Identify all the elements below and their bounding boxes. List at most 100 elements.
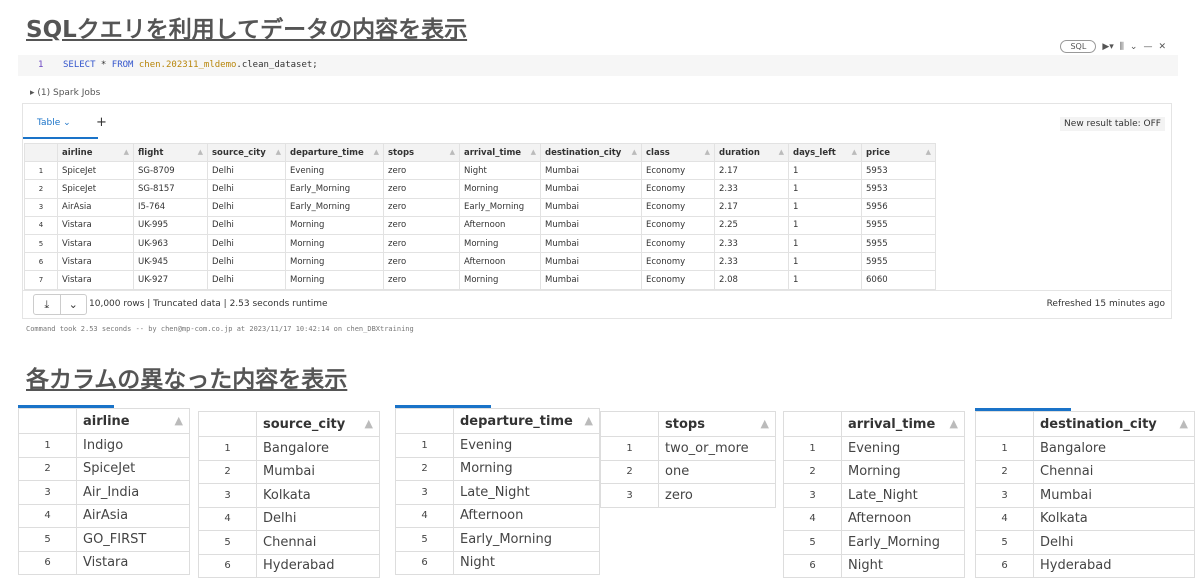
chevron-down-icon[interactable]: ⌄ (63, 118, 71, 128)
column-header[interactable]: days_left ▲ (788, 142, 862, 163)
download-button-group[interactable]: ⤓ ⌄ (33, 294, 87, 315)
table-row: 2 Mumbai (198, 459, 380, 484)
sort-icon[interactable]: ▲ (449, 147, 455, 156)
table-cell: Afternoon (841, 506, 965, 531)
row-number-header (395, 408, 454, 434)
table-cell: Early_Morning (285, 179, 384, 199)
row-number: 1 (600, 436, 659, 461)
chevron-down-icon[interactable]: ⌄ (1129, 41, 1138, 52)
column-name: arrival_time (464, 147, 522, 158)
sql-cell[interactable]: 1 SELECT * FROM chen.202311_mldemo.clean… (18, 55, 1178, 76)
table-row: 1 Evening (783, 436, 965, 461)
column-header[interactable]: class ▲ (641, 142, 715, 163)
column-header[interactable]: source_city ▲ (207, 142, 286, 163)
column-header[interactable]: duration ▲ (714, 142, 789, 163)
column-name: days_left (793, 147, 836, 158)
sort-icon[interactable]: ▲ (925, 147, 931, 156)
row-number: 3 (395, 480, 454, 505)
table-cell: Hyderabad (1033, 553, 1195, 578)
column-header[interactable]: flight ▲ (133, 142, 208, 163)
table-row: 5 GO_FIRST (18, 527, 190, 552)
table-cell: 2.08 (714, 270, 789, 290)
result-status: 10,000 rows | Truncated data | 2.53 seco… (89, 299, 328, 309)
table-cell: Delhi (207, 161, 286, 181)
column-header[interactable]: source_city ▲ (256, 411, 380, 437)
row-number: 1 (18, 433, 77, 458)
table-cell: Morning (285, 233, 384, 254)
column-header[interactable]: destination_city ▲ (540, 142, 642, 163)
sort-icon[interactable]: ▲ (197, 147, 203, 156)
table-cell: 2.33 (714, 179, 789, 199)
sort-icon[interactable]: ▲ (1179, 416, 1188, 430)
table-row: 6 Hyderabad (975, 553, 1195, 578)
table-cell: Morning (453, 456, 600, 481)
tab-table[interactable]: Table ⌄ (37, 118, 71, 128)
table-cell: one (658, 459, 776, 484)
download-icon[interactable]: ⤓ (34, 295, 61, 314)
spark-jobs-toggle[interactable]: ▸ (1) Spark Jobs (30, 88, 101, 98)
table-cell: zero (383, 197, 460, 217)
table-row: 4 AirAsia (18, 503, 190, 528)
table-cell: Night (453, 550, 600, 575)
table-cell: 1 (788, 179, 862, 199)
row-number: 6 (24, 252, 58, 272)
column-header[interactable]: airline ▲ (57, 142, 134, 163)
table-cell: 1 (788, 233, 862, 254)
row-number: 1 (198, 436, 257, 461)
row-number: 3 (975, 483, 1034, 508)
table-row: 7 Vistara UK-927 Delhi Morning zero Morning Mum… (24, 270, 936, 290)
row-number: 4 (783, 506, 842, 531)
table-cell: 1 (788, 161, 862, 181)
row-number: 2 (600, 459, 659, 484)
language-badge[interactable]: SQL (1060, 40, 1097, 53)
minimize-icon[interactable]: — (1143, 41, 1153, 52)
table-row: 3 Late_Night (783, 483, 965, 508)
column-header[interactable]: destination_city ▲ (1033, 411, 1195, 437)
table-cell: Mumbai (540, 233, 642, 254)
add-tab-button[interactable]: + (96, 115, 107, 130)
sort-icon[interactable]: ▲ (373, 147, 379, 156)
sort-icon[interactable]: ▲ (530, 147, 536, 156)
row-number: 2 (24, 179, 58, 199)
column-header[interactable]: stops ▲ (383, 142, 460, 163)
close-icon[interactable]: ✕ (1158, 41, 1166, 52)
table-cell: Morning (285, 252, 384, 272)
table-cell: Economy (641, 179, 715, 199)
table-cell: Late_Night (453, 480, 600, 505)
column-header[interactable]: departure_time ▲ (285, 142, 384, 163)
row-number: 5 (198, 530, 257, 555)
chevron-down-icon[interactable]: ⌄ (68, 298, 78, 311)
sort-icon[interactable]: ▲ (778, 147, 784, 156)
column-header[interactable]: arrival_time ▲ (841, 411, 965, 437)
new-result-table-toggle[interactable]: New result table: OFF (1060, 117, 1165, 131)
bar-chart-icon[interactable]: ⫼ (1119, 41, 1124, 52)
sort-icon[interactable]: ▲ (584, 413, 593, 427)
column-header[interactable]: price ▲ (861, 142, 936, 163)
sort-icon[interactable]: ▲ (760, 416, 769, 430)
table-cell: zero (383, 233, 460, 254)
table-row: 1 SpiceJet SG-8709 Delhi Evening zero Night Mum… (24, 161, 936, 181)
column-header[interactable]: departure_time ▲ (453, 408, 600, 434)
column-header[interactable]: stops ▲ (658, 411, 776, 437)
table-row: 2 Morning (395, 456, 600, 481)
play-icon[interactable]: ▶▾ (1102, 41, 1114, 52)
row-number: 2 (18, 456, 77, 481)
sort-icon[interactable]: ▲ (174, 413, 183, 427)
sort-icon[interactable]: ▲ (275, 147, 281, 156)
sort-icon[interactable]: ▲ (704, 147, 710, 156)
sort-icon[interactable]: ▲ (949, 416, 958, 430)
sort-icon[interactable]: ▲ (851, 147, 857, 156)
column-header[interactable]: airline ▲ (76, 408, 190, 434)
row-number: 7 (24, 270, 58, 290)
line-number: 1 (38, 60, 44, 70)
table-row: 6 Night (395, 550, 600, 575)
column-header[interactable]: arrival_time ▲ (459, 142, 541, 163)
row-number: 1 (24, 161, 58, 181)
sql-code[interactable]: SELECT * FROM chen.202311_mldemo.clean_d… (63, 60, 318, 70)
table-cell: UK-927 (133, 270, 208, 290)
row-number: 2 (198, 459, 257, 484)
sort-icon[interactable]: ▲ (364, 416, 373, 430)
table-cell: 1 (788, 197, 862, 217)
sort-icon[interactable]: ▲ (123, 147, 129, 156)
sort-icon[interactable]: ▲ (631, 147, 637, 156)
